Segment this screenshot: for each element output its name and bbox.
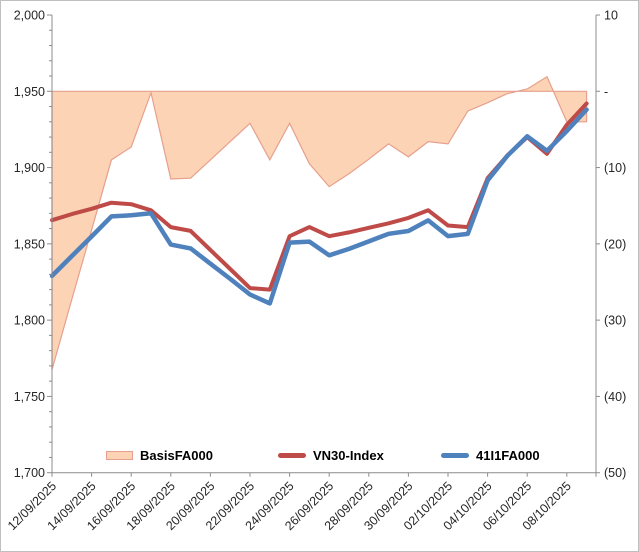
f41i1-line-swatch-icon bbox=[441, 452, 469, 458]
left-axis-label: 1,950 bbox=[14, 85, 45, 99]
right-axis-label: (20) bbox=[604, 237, 626, 251]
left-axis-label: 1,700 bbox=[14, 466, 45, 480]
legend-label-vn30: VN30-Index bbox=[313, 447, 384, 463]
right-axis-label: (30) bbox=[604, 314, 626, 328]
left-axis-label: 1,850 bbox=[14, 237, 45, 251]
right-axis-label: 10 bbox=[604, 9, 618, 23]
legend-label-41i1: 41I1FA000 bbox=[476, 447, 540, 463]
legend-label-basis: BasisFA000 bbox=[140, 447, 213, 463]
left-axis-label: 1,900 bbox=[14, 161, 45, 175]
vn30-line-swatch-icon bbox=[278, 452, 306, 458]
basis-area-swatch-icon bbox=[106, 450, 133, 460]
left-axis-label: 1,750 bbox=[14, 390, 45, 404]
right-axis-label: - bbox=[604, 85, 608, 99]
right-axis-label: (10) bbox=[604, 161, 626, 175]
basis-area-series bbox=[51, 75, 588, 370]
left-axis-label: 2,000 bbox=[14, 9, 45, 23]
legend-item-vn30[interactable]: VN30-Index bbox=[278, 447, 384, 463]
left-axis-label: 1,800 bbox=[14, 314, 45, 328]
f41i1-line-series bbox=[49, 107, 589, 306]
legend-item-41i1[interactable]: 41I1FA000 bbox=[441, 447, 540, 463]
legend-item-basis[interactable]: BasisFA000 bbox=[106, 447, 213, 463]
right-axis-label: (40) bbox=[604, 390, 626, 404]
right-axis-label: (50) bbox=[604, 466, 626, 480]
